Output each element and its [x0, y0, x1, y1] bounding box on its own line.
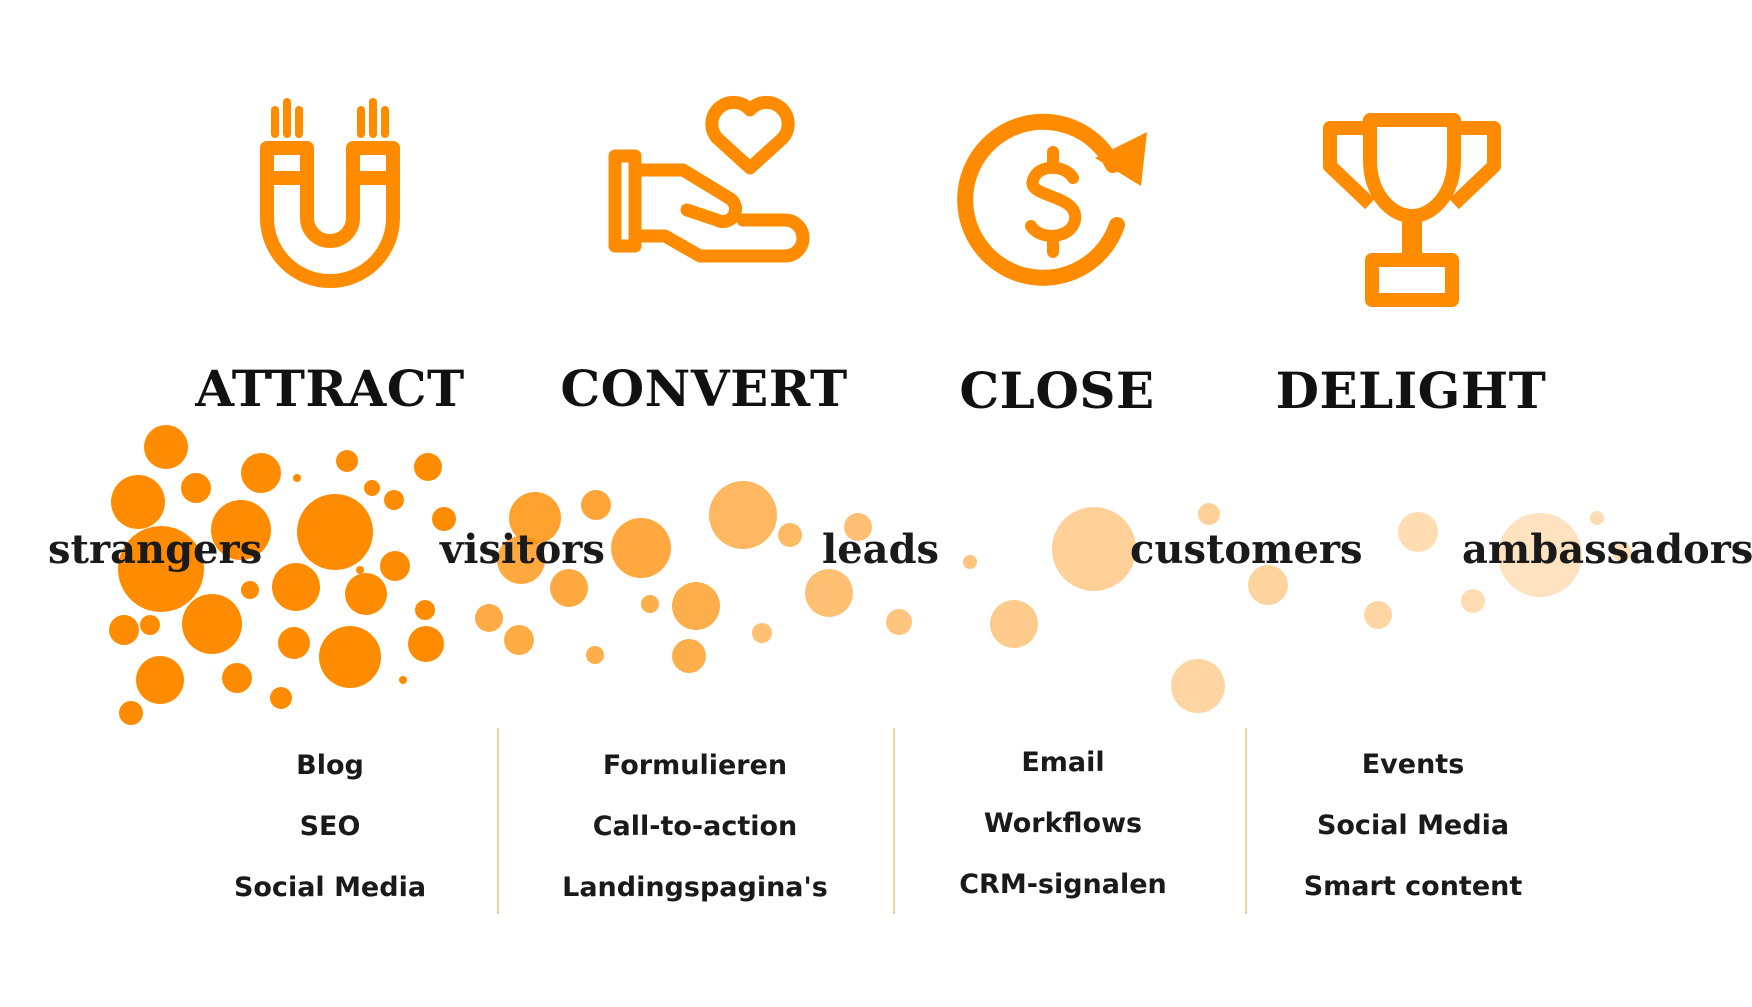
bubble [118, 526, 204, 612]
bubble [384, 490, 404, 510]
bubble [586, 646, 604, 664]
bubble [1171, 659, 1225, 713]
bubble [886, 609, 912, 635]
bubble [504, 625, 534, 655]
tactic-item: Formulieren [602, 750, 788, 781]
bubble [144, 425, 188, 469]
bubble [1590, 511, 1604, 525]
bubble [1052, 507, 1136, 591]
bubble [509, 492, 561, 544]
hand-heart-icon [605, 95, 815, 278]
bubble [475, 604, 503, 632]
trophy-icon [1320, 110, 1504, 310]
bubble [1461, 589, 1485, 613]
bubble [297, 494, 373, 570]
tactic-item: Landingspagina's [562, 872, 828, 903]
bubble [414, 453, 442, 481]
bubble [990, 600, 1038, 648]
bubble [136, 656, 184, 704]
bubble [241, 581, 259, 599]
bubble [119, 701, 143, 725]
tactics-delight: Events Social Media Smart content [1253, 751, 1573, 934]
bubble [1612, 542, 1632, 562]
tactics-convert: Formulieren Call-to-action Landingspagin… [535, 752, 855, 935]
bubble [1198, 503, 1220, 525]
bubble [497, 536, 545, 584]
bubble [278, 627, 310, 659]
bubble [963, 555, 977, 569]
tactic-item: SEO [299, 811, 361, 842]
bubble [319, 626, 381, 688]
persona-customers: customers [1130, 526, 1363, 573]
tactic-item: Call-to-action [592, 811, 798, 842]
bubble [182, 594, 242, 654]
bubble [364, 480, 380, 496]
bubble [222, 663, 252, 693]
persona-leads: leads [822, 526, 940, 573]
bubble [380, 551, 410, 581]
column-divider [497, 728, 499, 914]
bubble [1364, 601, 1392, 629]
magnet-icon [245, 98, 415, 300]
persona-strangers: strangers [48, 526, 263, 573]
bubble [1398, 512, 1438, 552]
bubble [345, 573, 387, 615]
column-divider [893, 728, 895, 914]
bubble [272, 563, 320, 611]
stage-title-convert: CONVERT [560, 359, 848, 418]
bubble [581, 490, 611, 520]
bubble [778, 523, 802, 547]
bubble [211, 500, 271, 560]
dollar-cycle-icon [955, 100, 1155, 300]
bubble [399, 676, 407, 684]
bubble [1248, 565, 1288, 605]
bubble [356, 566, 364, 574]
tactic-item: CRM-signalen [959, 869, 1167, 900]
tactic-item: Email [1021, 747, 1105, 778]
tactics-attract: Blog SEO Social Media [170, 752, 490, 935]
bubble [109, 615, 139, 645]
bubble [241, 453, 281, 493]
bubble [672, 639, 706, 673]
bubble [844, 513, 872, 541]
bubble [805, 569, 853, 617]
stage-title-attract: ATTRACT [195, 359, 465, 418]
bubble [1498, 513, 1582, 597]
column-divider [1245, 728, 1247, 914]
bubble [752, 623, 772, 643]
bubble [709, 481, 777, 549]
persona-visitors: visitors [440, 526, 605, 573]
bubble [111, 475, 165, 529]
stage-title-close: CLOSE [959, 361, 1155, 420]
bubble [641, 595, 659, 613]
bubble [611, 518, 671, 578]
bubble [432, 507, 456, 531]
tactic-item: Workflows [983, 808, 1143, 839]
bubble [415, 600, 435, 620]
tactic-item: Events [1361, 749, 1465, 780]
tactic-item: Social Media [1316, 810, 1510, 841]
persona-ambassadors: ambassadors [1462, 526, 1752, 573]
bubble [140, 615, 160, 635]
bubble [672, 582, 720, 630]
bubble [181, 473, 211, 503]
bubble [408, 626, 444, 662]
tactics-close: Email Workflows CRM-signalen [903, 749, 1223, 932]
stage-title-delight: DELIGHT [1275, 361, 1547, 420]
bubble [336, 450, 358, 472]
bubble [270, 687, 292, 709]
tactic-item: Smart content [1303, 871, 1523, 902]
bubble [550, 569, 588, 607]
tactic-item: Blog [296, 750, 364, 781]
bubble [293, 474, 301, 482]
tactic-item: Social Media [233, 872, 427, 903]
